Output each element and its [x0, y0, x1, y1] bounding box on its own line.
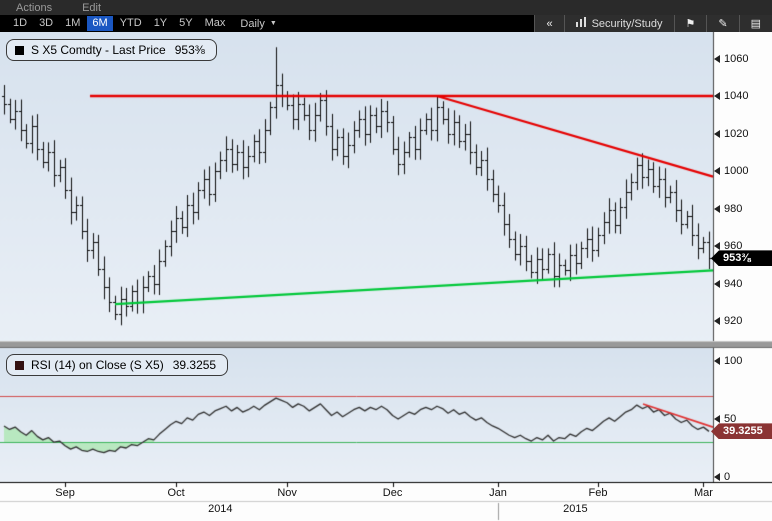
- menu-actions[interactable]: Actions: [16, 2, 52, 14]
- x-axis-month-feb: Feb: [588, 487, 607, 499]
- rsi-legend[interactable]: RSI (14) on Close (S X5) 39.3255: [6, 354, 228, 376]
- security-legend[interactable]: S X5 Comdty - Last Price 953⅜: [6, 39, 217, 61]
- y-axis-label: 960: [714, 240, 742, 252]
- range-button-max[interactable]: Max: [200, 16, 231, 31]
- tick-arrow-icon: [714, 92, 720, 100]
- y-axis-label: 50: [714, 413, 736, 425]
- chevron-down-icon: ▼: [270, 20, 277, 27]
- tick-arrow-icon: [714, 167, 720, 175]
- x-axis-month-nov: Nov: [277, 487, 297, 499]
- rsi-value-badge: 39.3255: [711, 423, 772, 439]
- toolbar-right: « Security/Study ⚑ ✎ ▤: [534, 15, 772, 32]
- period-label: Daily: [240, 18, 264, 30]
- toolbar: 1D3D1M6MYTD1Y5YMax Daily ▼ « Security/St…: [0, 15, 772, 32]
- x-axis-month-jan: Jan: [489, 487, 507, 499]
- tick-arrow-icon: [714, 242, 720, 250]
- price-chart-canvas[interactable]: [0, 32, 772, 521]
- tick-arrow-icon: [714, 317, 720, 325]
- rsi-legend-text: RSI (14) on Close (S X5): [31, 358, 164, 372]
- y-axis-label: 1060: [714, 53, 748, 65]
- y-axis-label: 940: [714, 278, 742, 290]
- tick-arrow-icon: [714, 280, 720, 288]
- bloomberg-chart-window: Actions Edit 1D3D1M6MYTD1Y5YMax Daily ▼ …: [0, 0, 772, 521]
- security-study-button[interactable]: Security/Study: [564, 15, 674, 32]
- tick-arrow-icon: [714, 55, 720, 63]
- period-dropdown[interactable]: Daily ▼: [240, 18, 276, 30]
- collapse-icon: «: [546, 18, 552, 30]
- last-price-badge-text: 953⅜: [723, 252, 751, 264]
- collapse-button[interactable]: «: [534, 15, 563, 32]
- tick-arrow-icon: [714, 473, 720, 481]
- range-button-ytd[interactable]: YTD: [115, 16, 147, 31]
- y-axis-label: 980: [714, 203, 742, 215]
- chart-icon: [576, 17, 586, 30]
- security-study-label: Security/Study: [592, 18, 663, 30]
- range-buttons: 1D3D1M6MYTD1Y5YMax: [0, 16, 230, 31]
- range-button-1y[interactable]: 1Y: [149, 16, 172, 31]
- y-axis-label: 100: [714, 355, 742, 367]
- annotate-button[interactable]: ✎: [706, 15, 738, 32]
- x-axis-month-dec: Dec: [383, 487, 403, 499]
- last-price-badge: 953⅜: [711, 250, 772, 266]
- series-swatch: [15, 46, 24, 55]
- rsi-value-badge-text: 39.3255: [723, 425, 763, 437]
- x-axis-year-2015: 2015: [563, 503, 587, 515]
- pencil-icon: ✎: [718, 17, 727, 30]
- x-axis-month-oct: Oct: [168, 487, 185, 499]
- range-button-1d[interactable]: 1D: [8, 16, 32, 31]
- range-button-1m[interactable]: 1M: [60, 16, 85, 31]
- x-axis-year-2014: 2014: [208, 503, 232, 515]
- range-button-6m[interactable]: 6M: [87, 16, 112, 31]
- security-legend-text: S X5 Comdty - Last Price: [31, 43, 166, 57]
- menu-bar: Actions Edit: [0, 0, 772, 15]
- flag-icon: ⚑: [686, 17, 696, 30]
- note-icon: ▤: [751, 17, 761, 30]
- y-axis-label: 0: [714, 471, 730, 483]
- y-axis-label: 920: [714, 315, 742, 327]
- x-axis-month-sep: Sep: [55, 487, 75, 499]
- tick-arrow-icon: [714, 130, 720, 138]
- security-last-price: 953⅜: [175, 43, 205, 57]
- tick-arrow-icon: [714, 205, 720, 213]
- tick-arrow-icon: [714, 415, 720, 423]
- menu-edit[interactable]: Edit: [82, 2, 101, 14]
- flag-button[interactable]: ⚑: [674, 15, 707, 32]
- tick-arrow-icon: [714, 357, 720, 365]
- rsi-swatch: [15, 361, 24, 370]
- y-axis-label: 1040: [714, 90, 748, 102]
- chart-area: S X5 Comdty - Last Price 953⅜ RSI (14) o…: [0, 32, 772, 521]
- range-button-5y[interactable]: 5Y: [174, 16, 197, 31]
- rsi-last-value: 39.3255: [173, 358, 216, 372]
- notes-button[interactable]: ▤: [739, 15, 772, 32]
- y-axis-label: 1000: [714, 165, 748, 177]
- x-axis-month-mar: Mar: [694, 487, 713, 499]
- range-button-3d[interactable]: 3D: [34, 16, 58, 31]
- y-axis-label: 1020: [714, 128, 748, 140]
